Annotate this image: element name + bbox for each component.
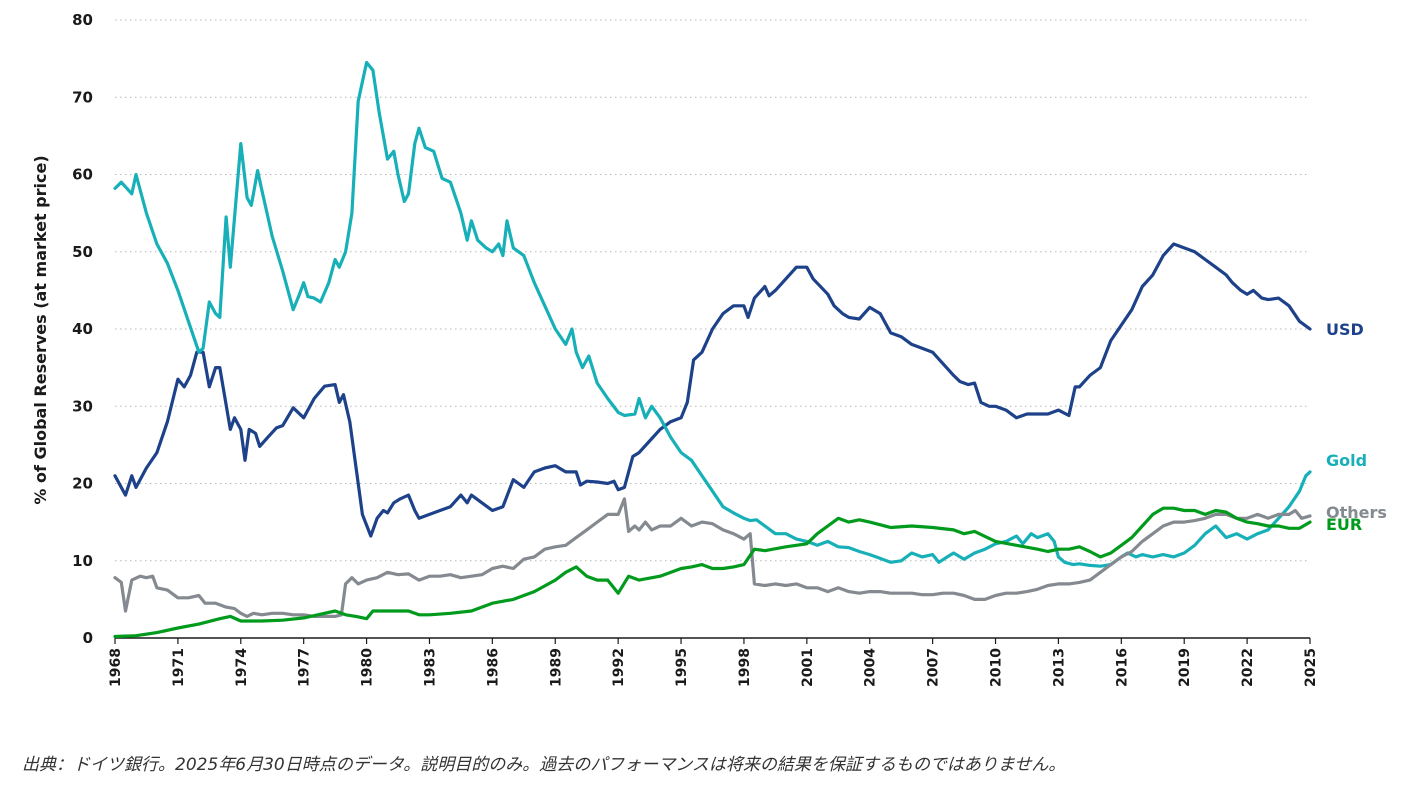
series-label-gold: Gold <box>1326 451 1367 470</box>
x-tick-label: 1980 <box>360 648 376 687</box>
y-tick-label: 30 <box>72 397 93 415</box>
x-tick-label: 2010 <box>989 648 1005 687</box>
x-tick-label: 1986 <box>485 648 501 687</box>
y-tick-label: 20 <box>72 475 93 493</box>
x-tick-label: 1974 <box>234 648 250 687</box>
series-label-eur: EUR <box>1326 515 1362 534</box>
x-tick-label: 1977 <box>297 648 313 687</box>
series-line-others <box>113 497 1312 618</box>
grid-lines <box>115 19 1310 639</box>
y-tick-label: 0 <box>83 629 93 647</box>
x-tick-label: 2019 <box>1177 648 1193 687</box>
footnote: 出典：ドイツ銀行。2025年6月30日時点のデータ。説明目的のみ。過去のパフォー… <box>22 755 1066 775</box>
y-tick-label: 40 <box>72 320 93 338</box>
x-axis-ticks: 1968 1971 1974 1977 1980 1983 1986 1989 1992 1995… <box>108 638 1319 687</box>
series-lines <box>113 60 1312 639</box>
y-tick-label: 60 <box>72 166 93 184</box>
x-tick-label: 2022 <box>1240 648 1256 687</box>
series-label-usd: USD <box>1326 320 1364 339</box>
y-tick-label: 70 <box>72 88 93 106</box>
x-tick-label: 1983 <box>422 648 438 687</box>
x-tick-label: 2025 <box>1303 648 1319 687</box>
x-tick-label: 1998 <box>737 648 753 687</box>
x-tick-label: 2013 <box>1051 648 1067 687</box>
series-line-eur <box>113 506 1312 639</box>
series-line-gold <box>113 60 1312 568</box>
series-label-others: Others <box>1326 503 1387 522</box>
x-tick-label: 2001 <box>800 648 816 687</box>
y-axis-label: % of Global Reserves (at market price) <box>31 155 50 504</box>
x-tick-label: 2007 <box>926 648 942 687</box>
y-tick-label: 80 <box>72 11 93 29</box>
x-tick-label: 1989 <box>548 648 564 687</box>
x-tick-label: 1971 <box>171 648 187 687</box>
y-tick-label: 10 <box>72 552 93 570</box>
x-tick-label: 2016 <box>1114 648 1130 687</box>
x-tick-label: 1992 <box>611 648 627 687</box>
y-tick-label: 50 <box>72 243 93 261</box>
x-tick-label: 1968 <box>108 648 124 687</box>
x-tick-label: 1995 <box>674 648 690 687</box>
y-axis-ticks: 0 10 20 30 40 50 60 70 80 <box>72 11 93 647</box>
x-tick-label: 2004 <box>863 648 879 687</box>
